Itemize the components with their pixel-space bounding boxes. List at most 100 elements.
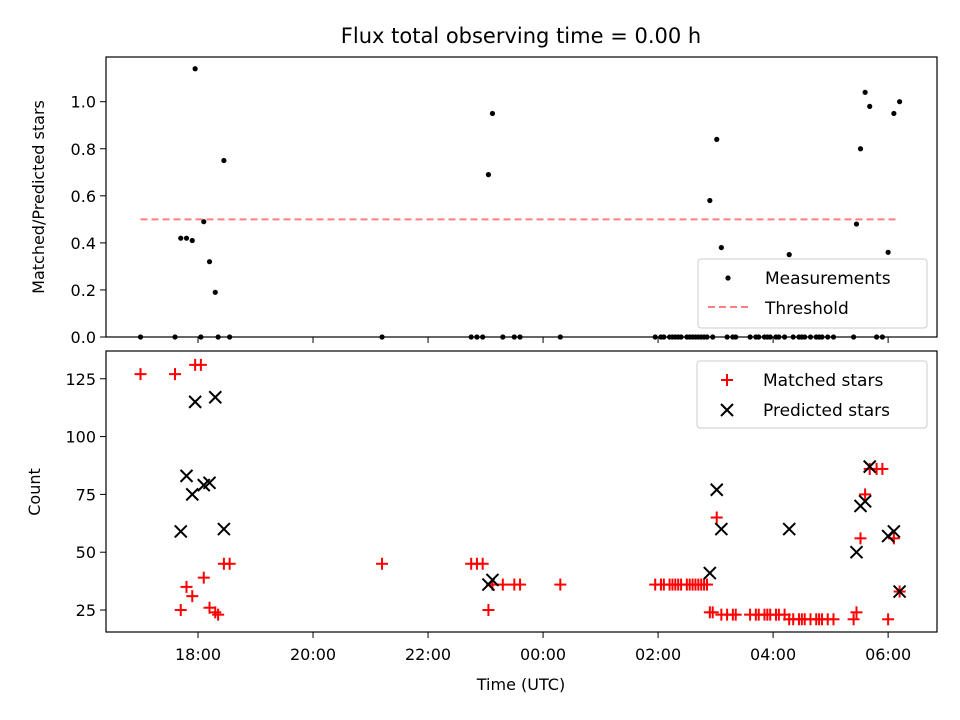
bottom-ytick-label: 100: [65, 428, 96, 447]
matched-stars-point: [194, 358, 207, 371]
matched-stars-point: [729, 608, 742, 621]
matched-stars-point: [514, 578, 527, 591]
measurement-point: [891, 110, 897, 117]
x-tick-label: 22:00: [405, 645, 451, 664]
bottom-ytick-label: 75: [76, 485, 96, 504]
predicted-x-b: [887, 524, 901, 539]
predicted-x-b: [849, 545, 864, 559]
predicted-stars-point: [710, 483, 724, 497]
predicted-stars-point: [485, 573, 500, 587]
matched-stars-point: [186, 590, 199, 603]
matched-stars-point: [482, 604, 495, 617]
measurement-point: [707, 197, 713, 204]
bottom-legend-box: [696, 360, 928, 429]
measurement-point: [714, 136, 720, 142]
top-ytick-label: 0.0: [71, 328, 96, 347]
predicted-stars-point: [208, 390, 222, 404]
legend-threshold-label: Threshold: [764, 299, 849, 319]
predicted-x-b: [485, 573, 500, 587]
measurement-point: [189, 237, 195, 244]
matched-stars-point: [476, 557, 489, 570]
bottom-ytick-label: 125: [65, 370, 96, 389]
measurement-point: [485, 172, 492, 178]
matched-stars-point: [854, 532, 867, 545]
x-tick-label: 20:00: [290, 645, 336, 664]
top-legend-box: [697, 258, 928, 329]
predicted-stars-point: [892, 584, 907, 599]
bottom-y-axis-label: Count: [25, 468, 44, 516]
matched-stars-point: [876, 462, 889, 475]
matched-stars-point: [847, 613, 860, 626]
legend-measurements-label: Measurements: [765, 269, 891, 289]
predicted-stars-point: [202, 476, 217, 490]
x-tick-label: 18:00: [175, 645, 221, 664]
top-ytick-label: 1.0: [71, 93, 96, 112]
measurement-point: [786, 252, 792, 258]
predicted-x-b: [188, 395, 202, 409]
x-axis-label: Time (UTC): [476, 675, 565, 694]
matched-stars-point: [197, 571, 210, 584]
predicted-x-b: [703, 566, 717, 580]
matched-stars-point: [706, 606, 719, 619]
measurement-point: [201, 219, 207, 225]
predicted-stars-point: [185, 487, 199, 502]
chart-title: Flux total observing time = 0.00 h: [341, 24, 701, 48]
matched-stars-point: [496, 578, 509, 591]
matched-stars-point: [850, 606, 863, 619]
predicted-stars-point: [782, 522, 796, 536]
matched-stars-point: [212, 608, 225, 621]
predicted-x-b: [208, 390, 222, 404]
top-y-axis-label: Matched/Predicted stars: [29, 100, 48, 294]
matched-stars-point: [827, 613, 840, 626]
predicted-stars-point: [887, 524, 901, 539]
legend-measurements-marker: [725, 275, 731, 281]
matched-stars-point: [180, 580, 193, 593]
measurement-point: [221, 157, 227, 164]
predicted-stars-point: [849, 545, 864, 559]
bottom-plot-area: 25 50 75 100 125 18:00 20:00 22:00 00:00 02:00 04:…: [65, 358, 911, 664]
measurement-point: [897, 99, 903, 105]
predicted-x-b: [185, 487, 199, 502]
predicted-stars-point: [217, 522, 231, 536]
bottom-legend: Matched stars Predicted stars: [696, 360, 928, 429]
predicted-x-b: [863, 459, 877, 474]
matched-stars-point: [134, 368, 147, 381]
x-tick-label: 00:00: [520, 645, 566, 664]
top-ytick-label: 0.4: [71, 234, 96, 253]
predicted-x-b: [179, 469, 194, 483]
predicted-x-b: [782, 522, 796, 536]
x-tick-label: 04:00: [750, 645, 796, 664]
predicted-stars-point: [703, 566, 717, 580]
matched-stars-point: [859, 488, 872, 501]
matched-stars-point: [882, 613, 895, 626]
bottom-plot-frame: [105, 350, 938, 633]
matched-stars-point: [209, 606, 222, 619]
predicted-stars-point: [188, 395, 202, 409]
matched-stars-point: [223, 557, 236, 570]
legend-predicted-marker: [720, 403, 734, 417]
matched-stars-point: [174, 604, 187, 617]
legend-predicted-label: Predicted stars: [763, 401, 890, 421]
predicted-stars-point: [179, 469, 194, 483]
predicted-x-b: [714, 522, 729, 536]
x-tick-label: 02:00: [635, 645, 681, 664]
top-ytick-label: 0.8: [71, 140, 96, 159]
predicted-stars-point: [714, 522, 729, 536]
predicted-x-b: [858, 494, 872, 509]
legend-matched-marker: [721, 374, 733, 386]
bottom-ytick-label: 50: [76, 543, 96, 562]
measurement-point: [212, 289, 218, 295]
matched-stars-point: [169, 368, 182, 381]
predicted-stars-point: [858, 494, 872, 509]
x-tick-label: 06:00: [865, 645, 911, 664]
top-ytick-label: 0.2: [71, 281, 96, 300]
predicted-stars-point: [174, 524, 188, 539]
bottom-ytick-label: 25: [76, 601, 96, 620]
measurement-point: [885, 249, 891, 255]
matched-stars-point: [554, 578, 567, 591]
top-plot-frame: [105, 56, 938, 338]
matched-stars-point: [700, 578, 713, 591]
measurement-point: [192, 66, 198, 72]
